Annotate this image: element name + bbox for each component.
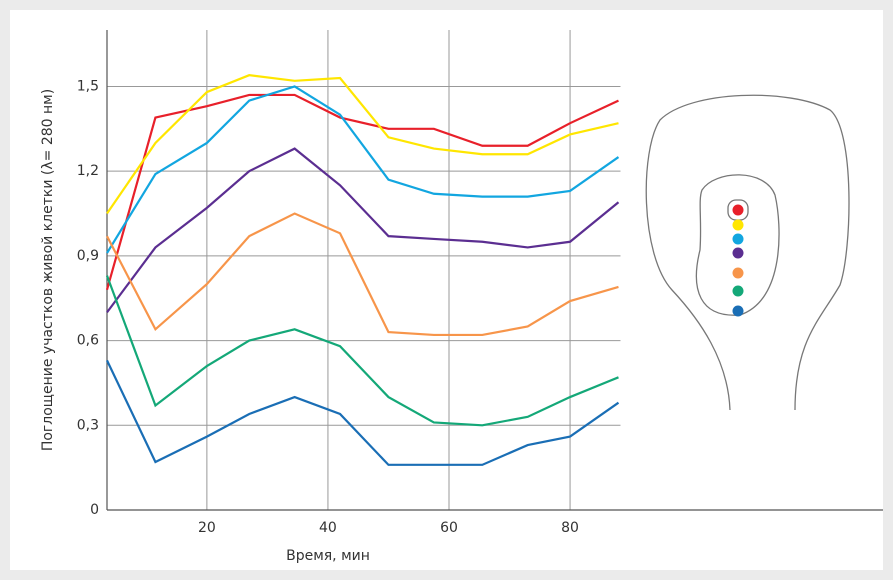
cell-marker bbox=[733, 205, 744, 216]
cell-marker bbox=[733, 248, 744, 259]
chart: Время, мин Поглощение участков живой кле… bbox=[0, 0, 893, 580]
x-tick-label: 60 bbox=[440, 520, 458, 536]
x-tick-label: 80 bbox=[561, 520, 579, 536]
y-axis-label: Поглощение участков живой клетки (λ= 280… bbox=[40, 89, 56, 451]
cell-marker bbox=[733, 268, 744, 279]
y-tick-label: 0 bbox=[90, 502, 99, 518]
chart-background bbox=[10, 10, 883, 570]
x-tick-label: 40 bbox=[319, 520, 337, 536]
y-tick-label: 1,2 bbox=[77, 163, 99, 179]
cell-marker bbox=[733, 286, 744, 297]
y-tick-label: 0,3 bbox=[77, 417, 99, 433]
x-tick-label: 20 bbox=[198, 520, 216, 536]
y-tick-label: 0,9 bbox=[77, 248, 99, 264]
cell-marker bbox=[733, 234, 744, 245]
cell-marker bbox=[733, 306, 744, 317]
y-tick-label: 0,6 bbox=[77, 333, 99, 349]
y-tick-label: 1,5 bbox=[77, 78, 99, 94]
x-axis-label: Время, мин bbox=[286, 548, 370, 564]
cell-marker bbox=[733, 220, 744, 231]
